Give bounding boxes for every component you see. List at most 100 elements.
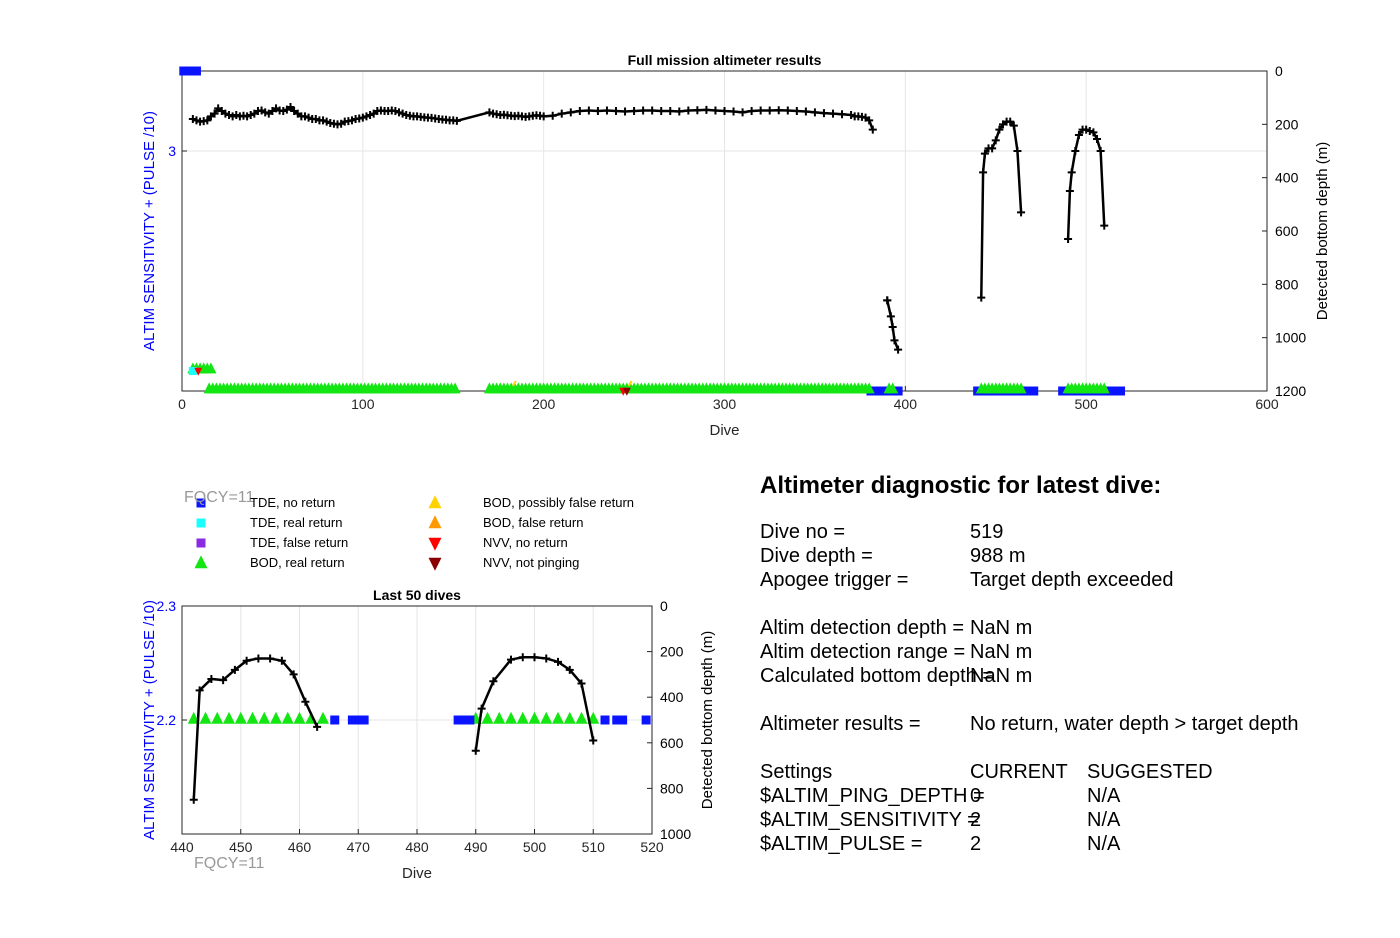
legend-label: TDE, real return [250,515,343,530]
diag-value: 519 [970,521,1004,543]
bod-real-return-marker [1015,382,1027,394]
y-right-tick-label: 400 [660,689,684,705]
depth-point [507,655,515,664]
chart-title: Last 50 dives [373,587,461,603]
legend-label: NVV, not pinging [483,555,580,570]
depth-point [991,136,1000,145]
bod-real-return-marker [449,382,461,394]
depth-point [648,106,657,115]
y-right-axis-label: Detected bottom depth (m) [1314,142,1331,320]
tde-no-return-marker [330,715,340,725]
depth-point [621,107,630,116]
tde-no-return-marker [1029,386,1039,396]
diag-label: $ALTIM_SENSITIVITY = [760,809,979,831]
depth-line [192,657,319,800]
depth-point [810,108,819,117]
x-tick-label: 440 [170,839,194,855]
depth-point [1064,235,1073,243]
tde-no-return-marker [618,715,628,725]
bod-real-return-marker [1098,382,1110,394]
depth-point [702,105,711,114]
legend-marker [194,555,208,569]
diag-value: NaN m [970,665,1033,687]
legend-label: BOD, possibly false return [483,495,635,510]
depth-point [657,107,666,115]
diag-label: Apogee trigger = [760,569,909,591]
depth-point [210,109,219,118]
depth-point [539,112,548,121]
depth-point [675,107,684,116]
legend-label: TDE, false return [250,535,349,550]
tde-no-return-marker [1116,386,1126,396]
diag-value: 0 [970,785,982,807]
x-tick-label: 200 [532,396,556,412]
tde-no-return-marker [353,715,363,725]
bod-real-return-marker [481,711,494,724]
legend-label: TDE, no return [250,495,336,510]
y-right-tick-label: 800 [1275,276,1299,292]
depth-point [542,654,551,663]
tde-no-return-marker [612,715,622,725]
depth-point [868,125,877,134]
tde-no-return-marker [641,715,651,725]
x-tick-label: 470 [347,839,371,855]
bod-real-return-marker [223,711,235,724]
depth-point [765,106,774,115]
y-right-axis-label: Detected bottom depth (m) [699,631,716,809]
nvv-marker [622,387,631,396]
diag-value: 988 m [970,545,1026,567]
y-left-axis-label: ALTIM SENSITIVITY + (PULSE /10) [141,600,158,840]
legend-marker [428,537,442,551]
depth-point [693,106,702,115]
legend-marker [196,518,206,528]
bod-real-return-marker [199,711,212,724]
legend-label: NVV, no return [483,535,568,550]
x-tick-label: 0 [178,396,186,412]
tde-no-return-marker [453,715,463,725]
depth-point [577,679,586,688]
depth-point [977,293,986,302]
x-tick-label: 600 [1255,396,1279,412]
tde-no-return-marker [191,66,201,76]
diag-extra: N/A [1087,809,1121,831]
y-right-tick-label: 0 [660,598,668,614]
depth-point [230,665,239,674]
diag-label: Altim detection depth = [760,617,965,639]
depth-point [1067,168,1076,177]
x-tick-label: 500 [1074,396,1098,412]
bod-real-return-marker [493,711,506,724]
x-tick-label: 490 [464,839,488,855]
x-tick-label: 520 [640,839,664,855]
depth-point [254,654,263,663]
depth-point [1065,187,1074,195]
y-right-tick-label: 200 [1275,116,1299,132]
depth-point [980,149,989,158]
y-right-tick-label: 1000 [1275,330,1306,346]
diag-label: $ALTIM_PULSE = [760,833,923,855]
x-tick-label: 510 [582,839,606,855]
chart-title: Full mission altimeter results [628,52,822,68]
depth-point [277,656,286,665]
bod-real-return-marker [552,711,564,724]
depth-point [575,107,584,115]
x-axis-label: Dive [402,865,432,882]
y-right-tick-label: 1000 [660,826,691,842]
tde-no-return-marker [347,715,357,725]
y-right-tick-label: 400 [1275,170,1299,186]
y-right-tick-label: 0 [1275,63,1283,79]
depth-point [602,106,611,115]
bod-real-return-marker [211,711,224,724]
bod-real-return-marker [317,711,329,724]
depth-point [195,686,204,695]
depth-point [1096,147,1105,155]
depth-point [819,109,828,118]
depth-point [1071,147,1080,155]
diag-value: NaN m [970,617,1033,639]
depth-point [888,323,897,331]
depth-point [565,665,574,674]
depth-point [266,654,275,663]
tde-no-return-marker [359,715,369,725]
depth-point [829,109,837,118]
tde-real-return-marker [188,367,197,375]
